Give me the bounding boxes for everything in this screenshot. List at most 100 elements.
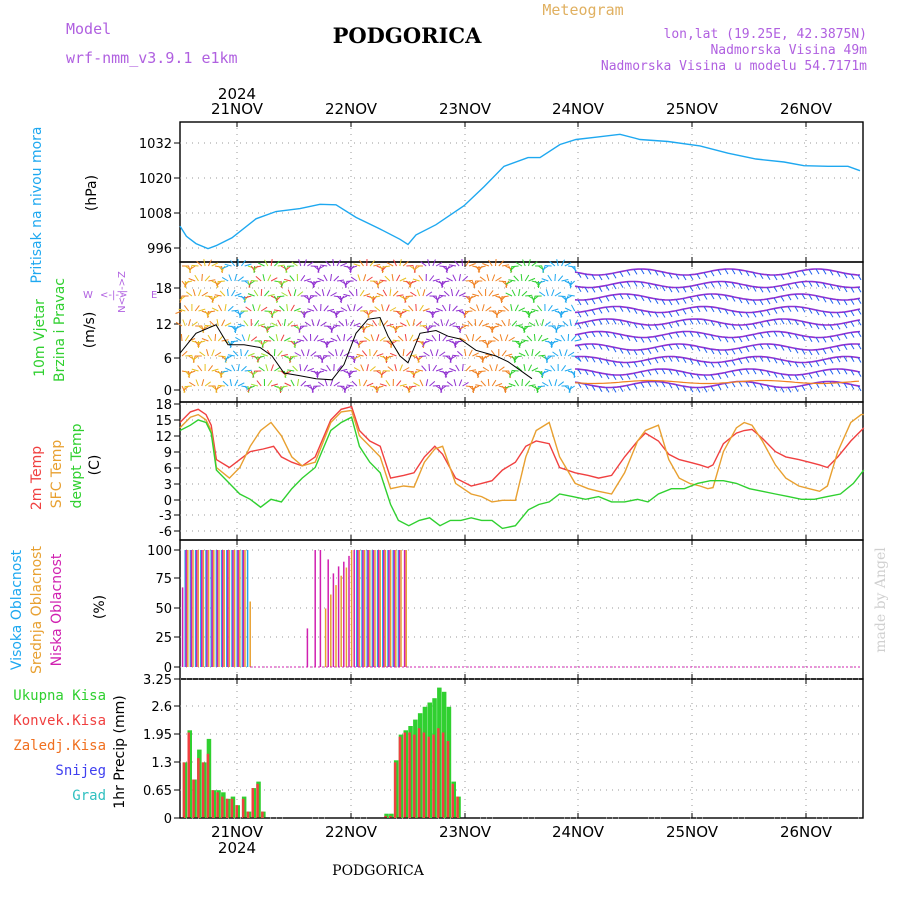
precip-bar-conv (451, 783, 454, 818)
wind-tick (661, 334, 666, 341)
wind-tick (710, 293, 715, 300)
wind-tick (843, 322, 848, 329)
wind-tick (857, 385, 862, 392)
wind-tick (696, 346, 701, 352)
wind-tick (675, 310, 680, 316)
wind-barb (457, 350, 463, 357)
wind-barb (221, 319, 226, 327)
wind-barb (271, 322, 278, 327)
wind-barb (349, 319, 355, 327)
wind-tick (654, 347, 659, 353)
wind-barb (234, 274, 238, 282)
wind-tick (794, 271, 799, 278)
ytick-label-precip-1: 0.65 (143, 784, 172, 799)
wind-barb (321, 355, 328, 361)
wind-barb (501, 350, 507, 357)
wind-barb (191, 368, 199, 372)
wind-barb (290, 355, 298, 358)
wind-barb (564, 280, 572, 285)
wind-barb (247, 293, 255, 297)
wind-barb (357, 340, 364, 346)
wind-barb (539, 291, 546, 297)
wind-tick (584, 273, 589, 280)
wind-tick (710, 320, 715, 326)
wind-barb (433, 321, 440, 327)
wind-tick (647, 282, 652, 289)
wind-barb (271, 310, 278, 315)
wind-tick (745, 324, 750, 330)
wind-barb (440, 319, 444, 327)
wind-tick (815, 323, 820, 330)
wind-barb (250, 383, 259, 387)
wind-tick (675, 343, 680, 350)
pressure-label: Pritisak na nivou mora (29, 126, 45, 283)
wind-barb (574, 319, 579, 327)
wind-tick (822, 282, 827, 289)
wind-tick (689, 318, 694, 325)
wind-compass-e: E (151, 290, 157, 301)
wind-barb (554, 291, 562, 297)
wind-barb (416, 289, 421, 297)
wind-barb (211, 349, 215, 357)
wind-barb (446, 277, 453, 282)
wind-barb (475, 335, 482, 342)
precip-bar-conv (225, 798, 229, 818)
wind-tick (780, 307, 785, 313)
cloud-low-label: Niska Oblacnost (49, 553, 65, 666)
wind-tick (759, 299, 764, 306)
wind-barb (252, 304, 256, 312)
wind-barb (379, 355, 387, 359)
wind-barb (191, 321, 198, 327)
wind-barb (237, 382, 245, 387)
wind-tick (710, 348, 715, 355)
wind-tick (682, 371, 687, 378)
wind-barb (264, 259, 269, 267)
model-elevation-text: Nadmorska Visina u modelu 54.7171m (601, 59, 867, 74)
wind-tick (626, 349, 631, 355)
wind-tick (605, 295, 610, 302)
wind-barb (420, 261, 427, 267)
precip-bar-conv (398, 736, 402, 818)
wind-barb (232, 350, 239, 357)
wind-barb (312, 304, 318, 312)
wind-barb (386, 323, 394, 327)
wind-tick (738, 297, 743, 304)
wind-barb (344, 280, 351, 286)
wind-barb (280, 265, 288, 270)
wind-barb (366, 364, 369, 372)
wind-barb (376, 280, 384, 285)
wind-tick (675, 287, 680, 293)
wind-tick (801, 321, 806, 327)
wind-barb (257, 262, 265, 267)
wind-barb (228, 274, 232, 282)
wind-barb (426, 310, 434, 314)
wind-barb (357, 274, 361, 282)
wind-barb (399, 310, 407, 315)
wind-barb (505, 353, 513, 357)
wind-tick (605, 274, 610, 280)
precip-unit: 1hr Precip (mm) (112, 695, 128, 808)
ytick-label-wind-0: 0 (164, 384, 172, 399)
wind-tick (808, 361, 813, 368)
wind-tick (857, 371, 862, 377)
cloud-unit: (%) (92, 595, 108, 619)
wind-barb (303, 278, 311, 282)
wind-barb (175, 310, 183, 314)
wind-tick (801, 335, 806, 341)
wind-barb (464, 349, 467, 357)
wind-tick (717, 373, 722, 380)
ytick-label-pressure-0: 996 (147, 242, 172, 257)
wind-barb (385, 380, 391, 387)
wind-barb (290, 324, 298, 327)
wind-barb (224, 263, 232, 267)
wind-tick (689, 331, 694, 337)
lonlat-text: lon,lat (19.25E, 42.3875N) (664, 27, 868, 42)
wind-barb (186, 291, 193, 297)
wind-barb (382, 265, 390, 268)
wind-barb (320, 321, 327, 327)
wind-barb (551, 308, 559, 312)
ytick-label-temp-7: 15 (155, 414, 172, 429)
wind-barb (184, 385, 192, 388)
wind-barb (333, 381, 340, 387)
wind-barb (381, 304, 384, 312)
